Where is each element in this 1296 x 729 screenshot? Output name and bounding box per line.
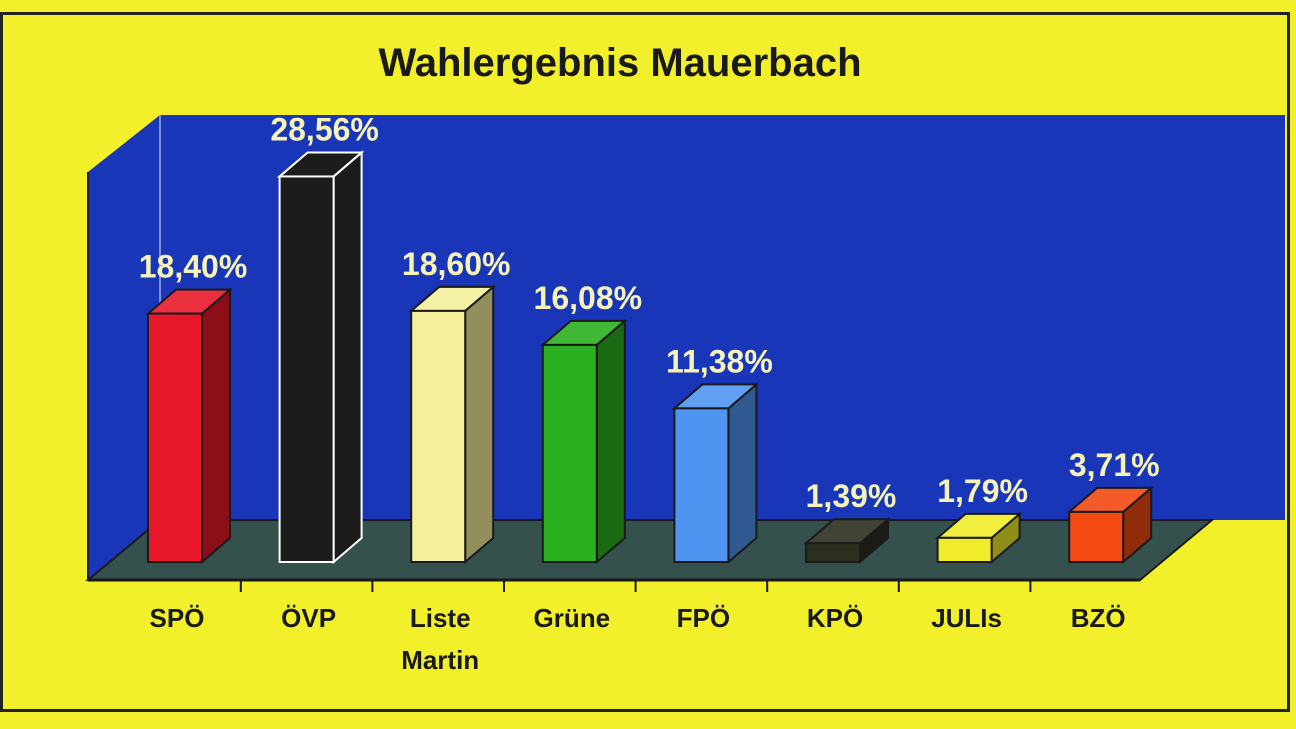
bar-7 <box>1066 485 1154 565</box>
value-label: 28,56% <box>270 111 379 147</box>
bar-side <box>201 287 231 565</box>
category-label: Liste <box>410 603 471 633</box>
category-label: JULIs <box>931 603 1002 633</box>
category-label: SPÖ <box>150 603 205 633</box>
bar-front <box>1068 510 1125 564</box>
value-label: 1,79% <box>937 473 1028 509</box>
value-label: 18,40% <box>139 249 248 285</box>
bar-front <box>805 542 861 563</box>
bar-0 <box>145 287 233 565</box>
plot-side-wall <box>88 115 160 580</box>
bar-5 <box>803 517 891 565</box>
value-label: 11,38% <box>666 343 773 379</box>
bar-3 <box>540 318 628 565</box>
bar-side <box>332 150 363 565</box>
bar-front <box>147 312 203 563</box>
bar-4 <box>671 382 760 565</box>
x-ticks-group <box>239 580 1032 592</box>
bar-front <box>936 536 993 564</box>
value-label: 16,08% <box>534 280 643 316</box>
bar-side <box>464 284 495 565</box>
chart-title: Wahlergebnis Mauerbach <box>378 41 861 85</box>
bar-1 <box>276 150 365 565</box>
plot-floor <box>85 519 1215 581</box>
bar-front <box>673 407 730 563</box>
bar-2 <box>408 284 496 565</box>
value-label: 1,39% <box>806 478 897 514</box>
category-label: ÖVP <box>281 603 336 633</box>
bar-side <box>727 382 758 565</box>
value-label: 3,71% <box>1069 447 1160 483</box>
value-label: 18,60% <box>402 246 511 282</box>
chart-border <box>0 12 1290 712</box>
bar-front <box>541 343 598 564</box>
bars-group <box>145 150 1154 565</box>
category-label: Martin <box>401 645 479 675</box>
category-label: BZÖ <box>1071 603 1126 633</box>
category-label: FPÖ <box>677 603 730 633</box>
category-label: Grüne <box>534 603 611 633</box>
bar-side <box>595 318 626 565</box>
category-label: KPÖ <box>807 603 863 633</box>
bar-front <box>410 309 467 563</box>
value-labels-group: 18,40% 28,56% 18,60% 16,08% 11,38% 1,39% 1,79%… <box>139 111 1160 514</box>
bar-6 <box>934 511 1023 565</box>
bar-front <box>278 175 335 563</box>
category-labels-group: SPÖ ÖVP Liste Martin Grüne FPÖ KPÖ JULIs BZÖ <box>150 603 1126 675</box>
